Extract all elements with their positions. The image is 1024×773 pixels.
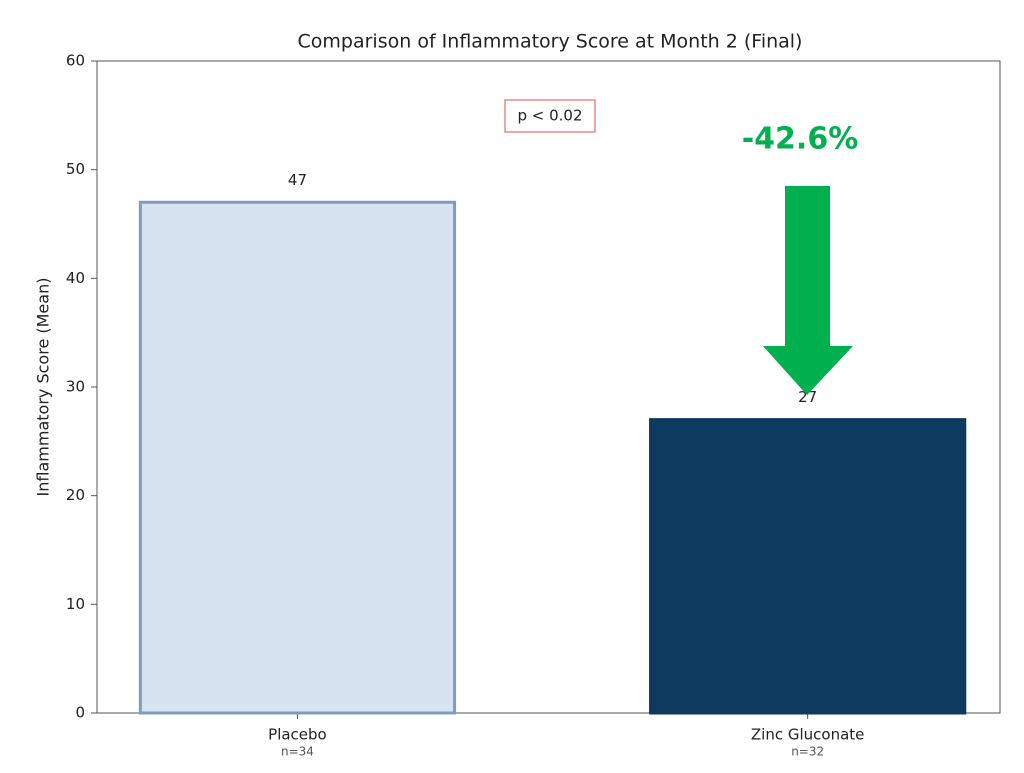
y-tick-label: 20: [66, 486, 85, 504]
x-tick-label: Placebo: [268, 726, 327, 744]
bar: [138, 200, 457, 715]
annotation: -42.6%: [742, 122, 859, 157]
x-tick-label: Zinc Gluconate: [751, 726, 865, 744]
y-tick-label: 10: [66, 595, 85, 613]
bar: [649, 418, 967, 715]
annotation: p < 0.02: [517, 107, 582, 125]
category-note: n=32: [791, 745, 824, 759]
y-axis-label: Inflammatory Score (Mean): [34, 278, 53, 497]
chart-title: Comparison of Inflammatory Score at Mont…: [298, 31, 803, 53]
y-tick-label: 50: [66, 160, 85, 178]
y-tick-label: 40: [66, 269, 85, 287]
y-tick-label: 0: [75, 704, 85, 722]
category-note: n=34: [281, 745, 314, 759]
value-label: 27: [798, 388, 817, 406]
y-tick-label: 60: [66, 52, 85, 70]
y-tick-label: 30: [66, 378, 85, 396]
value-label: 47: [288, 171, 307, 189]
annotation-box: [504, 99, 596, 133]
arrow: [763, 186, 853, 395]
